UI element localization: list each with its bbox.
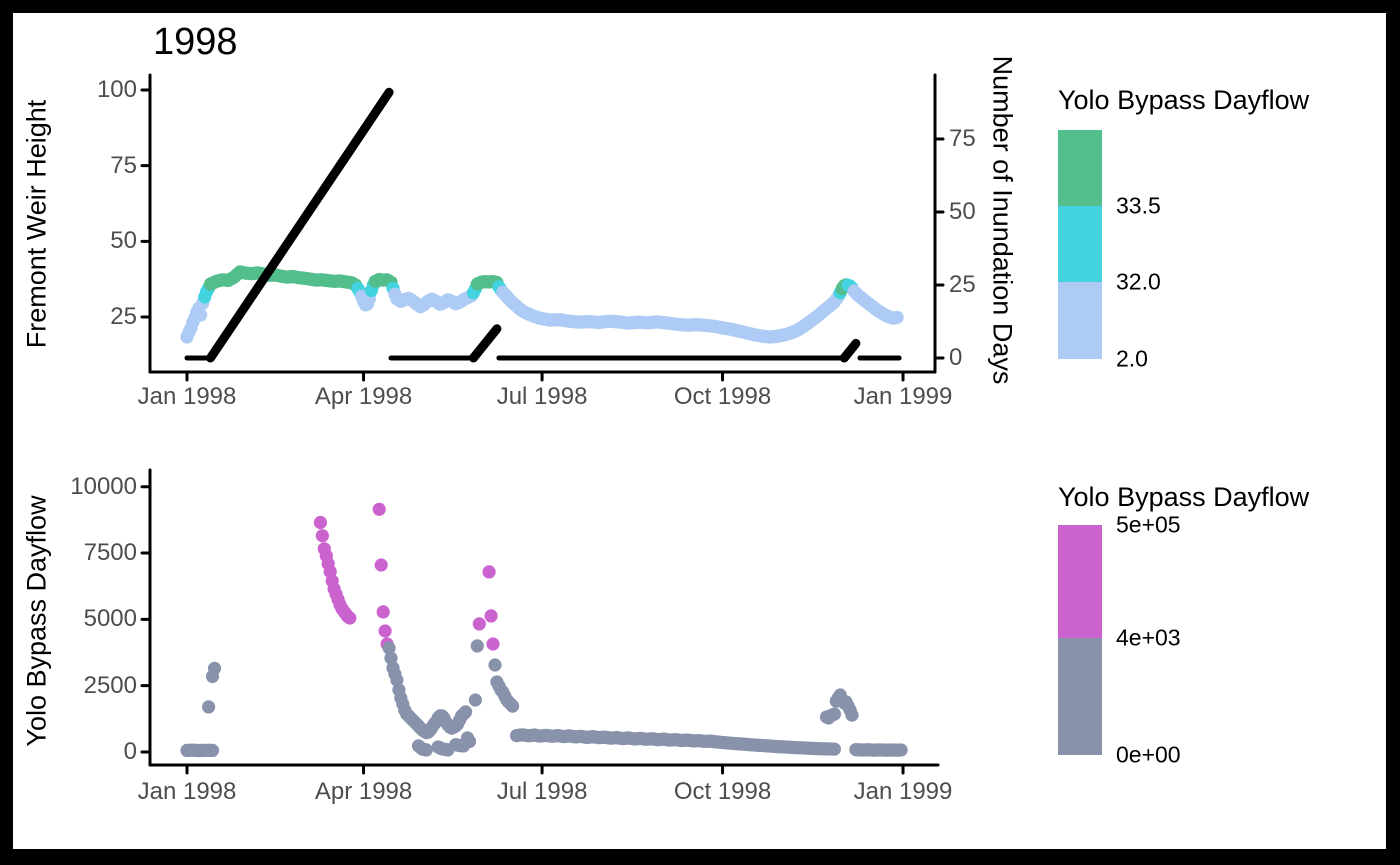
top-x-tick-label: Apr 1998: [314, 383, 413, 410]
data-point: [205, 743, 220, 758]
top-y-tick-label: 75: [110, 151, 137, 179]
legend-top-label-2: 32.0: [1116, 268, 1161, 295]
data-point: [382, 641, 396, 655]
top-y-tick-label: 50: [110, 227, 137, 255]
plot-canvas: 1998 Fremont Weir Height Number of Inund…: [13, 13, 1386, 849]
data-point: [384, 651, 398, 665]
top-right-y-tick-label: 25: [949, 271, 976, 298]
inundation-days-line: [184, 87, 902, 363]
inundation-line-segment: [206, 87, 394, 363]
top-right-y-tick-label: 75: [949, 125, 976, 152]
axes: [140, 73, 945, 775]
legend-bottom-label-3: 0e+00: [1116, 741, 1181, 768]
plot-area: [140, 73, 945, 775]
data-point: [343, 611, 357, 625]
data-point: [482, 565, 496, 579]
top-right-y-tick-label: 50: [949, 198, 976, 225]
legend-top-swatch-cyan: [1058, 206, 1102, 282]
bottom-x-tick-label: Jan 1998: [137, 778, 237, 805]
bottom-chart-scatter-points: [180, 502, 908, 758]
top-x-tick-label: Jan 1998: [137, 383, 237, 410]
data-point: [372, 502, 386, 516]
top-right-y-tick-label: 0: [949, 344, 963, 371]
data-point: [484, 609, 498, 623]
data-point: [202, 700, 216, 714]
data-point: [890, 310, 904, 324]
data-point: [894, 743, 908, 757]
top-right-y-axis-title: Number of Inundation Days: [987, 55, 1018, 385]
bottom-x-tick-label: Jul 1998: [496, 778, 588, 805]
data-point: [845, 708, 859, 722]
data-point: [376, 605, 390, 619]
top-x-tick-label: Jul 1998: [496, 383, 588, 410]
data-point: [378, 624, 392, 638]
data-point: [827, 742, 842, 756]
legend-bottom-swatch-magenta: [1058, 525, 1102, 638]
top-x-tick-label: Oct 1998: [673, 383, 772, 410]
legend-bottom-label-1: 5e+05: [1116, 511, 1181, 538]
data-point: [207, 661, 222, 676]
bottom-x-tick-label: Jan 1999: [853, 778, 953, 805]
data-point: [419, 743, 433, 757]
legend-top-label-1: 33.5: [1116, 192, 1161, 219]
bottom-y-tick-label: 2500: [83, 671, 137, 699]
top-chart-scatter-points: [180, 265, 904, 344]
bottom-y-tick-label: 10000: [70, 472, 137, 500]
legend-bottom-swatch-gray: [1058, 638, 1102, 755]
legend-bottom-title: Yolo Bypass Dayflow: [1058, 482, 1310, 512]
data-point: [313, 515, 327, 530]
legend-top-title: Yolo Bypass Dayflow: [1058, 85, 1310, 115]
top-x-tick-label: Jan 1999: [853, 383, 953, 410]
data-point: [462, 734, 477, 749]
inundation-line-segment: [468, 324, 502, 363]
data-point: [472, 617, 486, 631]
top-y-tick-label: 25: [110, 303, 137, 331]
data-point: [468, 693, 482, 707]
top-y-tick-label: 100: [96, 76, 137, 103]
legend-top-swatch-green: [1058, 130, 1102, 206]
bottom-y-tick-label: 5000: [83, 605, 137, 633]
data-point: [459, 705, 473, 719]
bottom-x-tick-label: Oct 1998: [673, 778, 772, 805]
data-point: [470, 639, 484, 653]
legend-bottom-label-2: 4e+03: [1116, 624, 1181, 651]
data-point: [374, 558, 388, 572]
chart-title: 1998: [153, 21, 238, 63]
bottom-y-tick-label: 7500: [83, 539, 137, 567]
legend-top-swatch-lightblue: [1058, 282, 1102, 359]
data-point: [486, 637, 500, 651]
bottom-x-tick-label: Apr 1998: [314, 778, 413, 805]
data-point: [194, 308, 208, 322]
data-point: [506, 699, 520, 713]
data-point: [827, 707, 842, 721]
legend-top-label-3: 2.0: [1116, 345, 1148, 372]
data-point: [390, 673, 404, 687]
data-point: [488, 658, 502, 672]
inundation-line-segment: [839, 338, 861, 363]
data-point: [315, 529, 329, 543]
bottom-y-tick-label: 0: [123, 738, 137, 765]
